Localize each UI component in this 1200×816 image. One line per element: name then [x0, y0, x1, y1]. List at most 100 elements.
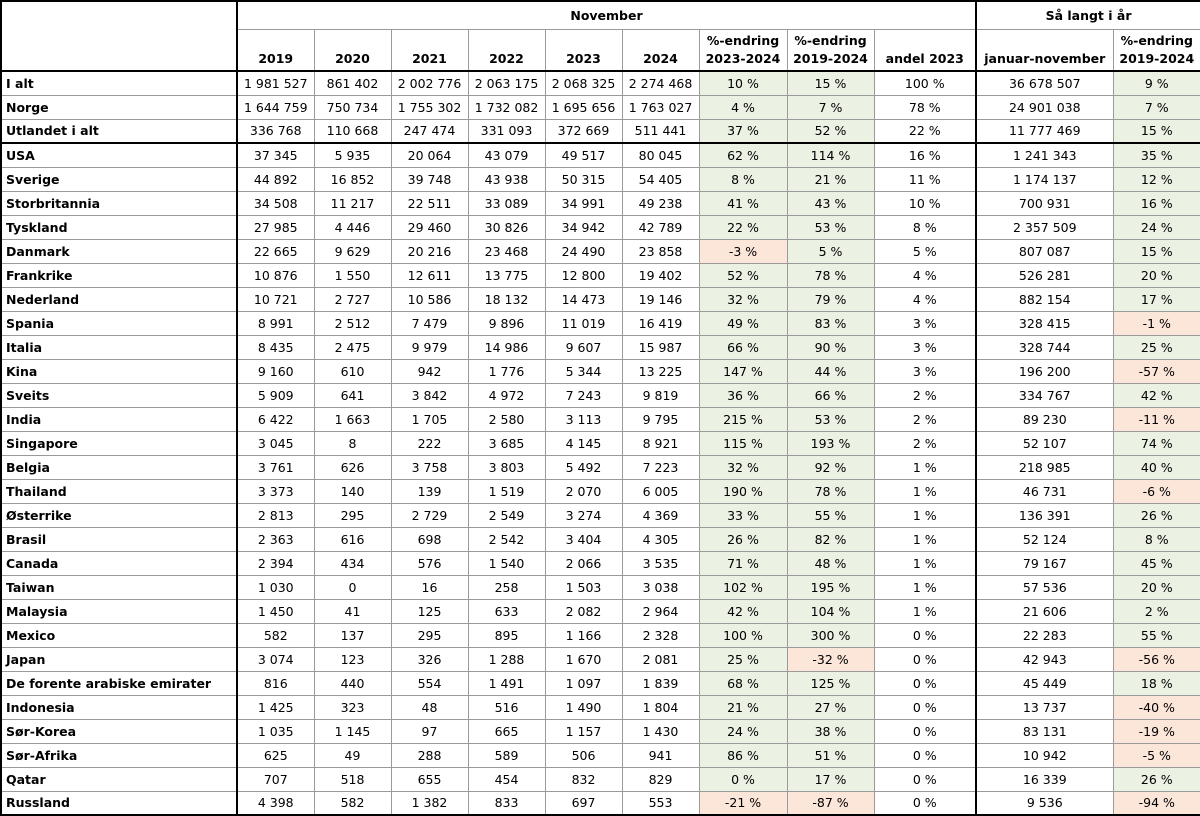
- table-cell: 2 512: [313, 310, 392, 336]
- table-cell: 4 369: [621, 502, 700, 528]
- table-cell: 1 035: [236, 718, 315, 744]
- row-label: Sør-Afrika: [0, 742, 238, 768]
- table-cell: 83 131: [975, 718, 1114, 744]
- table-cell: 139: [390, 478, 469, 504]
- table-cell: 42 789: [621, 214, 700, 240]
- row-label: Singapore: [0, 430, 238, 456]
- table-cell: 750 734: [313, 94, 392, 120]
- table-cell: 110 668: [313, 118, 392, 144]
- table-cell: 582: [236, 622, 315, 648]
- table-cell: 1 430: [621, 718, 700, 744]
- table-cell: -1 %: [1112, 310, 1200, 336]
- table-cell: 454: [467, 766, 546, 792]
- row-label: Utlandet i alt: [0, 118, 238, 144]
- row-label: Belgia: [0, 454, 238, 480]
- table-cell: 57 536: [975, 574, 1114, 600]
- table-cell: -3 %: [698, 238, 788, 264]
- table-cell: 2 542: [467, 526, 546, 552]
- table-cell: 21 606: [975, 598, 1114, 624]
- table-cell: 5 909: [236, 382, 315, 408]
- table-cell: 25 %: [698, 646, 788, 672]
- table-cell: 27 %: [786, 694, 875, 720]
- row-label: Nederland: [0, 286, 238, 312]
- table-cell: 1 519: [467, 478, 546, 504]
- table-cell: 11 019: [544, 310, 623, 336]
- table-cell: 20 %: [1112, 574, 1200, 600]
- table-cell: 10 586: [390, 286, 469, 312]
- table-cell: 86 %: [698, 742, 788, 768]
- table-cell: 24 %: [1112, 214, 1200, 240]
- table-cell: 43 938: [467, 166, 546, 192]
- table-cell: 553: [621, 790, 700, 816]
- table-cell: 100 %: [698, 622, 788, 648]
- table-cell: 4 972: [467, 382, 546, 408]
- table-cell: 3 761: [236, 454, 315, 480]
- table-cell: 8 %: [1112, 526, 1200, 552]
- table-cell: 1 550: [313, 262, 392, 288]
- table-cell: 610: [313, 358, 392, 384]
- table-cell: 4 %: [873, 262, 977, 288]
- table-row: Norge 1 644 759 750 734 1 755 302 1 732 082 1…: [0, 94, 1200, 120]
- column-header: januar-november: [975, 28, 1114, 72]
- table-cell: 79 167: [975, 550, 1114, 576]
- table-cell: 50 315: [544, 166, 623, 192]
- column-header: 2024: [621, 28, 700, 72]
- table-cell: 147 %: [698, 358, 788, 384]
- table-cell: 41 %: [698, 190, 788, 216]
- table-row: Japan 3 074 123 326 1 288 1 670 2 081 25 % -32 %…: [0, 646, 1200, 672]
- table-cell: 34 942: [544, 214, 623, 240]
- column-header: 2020: [313, 28, 392, 72]
- table-row: Indonesia 1 425 323 48 516 1 490 1 804 21 % 27 %…: [0, 694, 1200, 720]
- table-cell: 16 419: [621, 310, 700, 336]
- corner-cell: [0, 0, 238, 72]
- table-cell: 136 391: [975, 502, 1114, 528]
- row-label: Indonesia: [0, 694, 238, 720]
- table-cell: 9 607: [544, 334, 623, 360]
- row-label: Sveits: [0, 382, 238, 408]
- table-cell: 4 446: [313, 214, 392, 240]
- table-cell: 24 901 038: [975, 94, 1114, 120]
- table-cell: 3 %: [873, 310, 977, 336]
- table-cell: 53 %: [786, 406, 875, 432]
- table-cell: 8 921: [621, 430, 700, 456]
- table-cell: 16 339: [975, 766, 1114, 792]
- table-row: Storbritannia 34 508 11 217 22 511 33 089 34 …: [0, 190, 1200, 216]
- table-cell: 8 %: [698, 166, 788, 192]
- table-cell: 92 %: [786, 454, 875, 480]
- table-cell: 3 274: [544, 502, 623, 528]
- table-cell: 0: [313, 574, 392, 600]
- table-cell: 74 %: [1112, 430, 1200, 456]
- table-row: Sveits 5 909 641 3 842 4 972 7 243 9 819 36 % 66…: [0, 382, 1200, 408]
- table-cell: 434: [313, 550, 392, 576]
- table-cell: 833: [467, 790, 546, 816]
- table-cell: 258: [467, 574, 546, 600]
- table-cell: 19 402: [621, 262, 700, 288]
- table-cell: 42 %: [698, 598, 788, 624]
- table-cell: 5 344: [544, 358, 623, 384]
- table-cell: 247 474: [390, 118, 469, 144]
- column-header-line: andel 2023: [885, 51, 964, 66]
- table-cell: 1 490: [544, 694, 623, 720]
- table-cell: 20 064: [390, 142, 469, 168]
- table-cell: 49 517: [544, 142, 623, 168]
- table-cell: 16 %: [1112, 190, 1200, 216]
- table-cell: 1 174 137: [975, 166, 1114, 192]
- table-cell: 3 373: [236, 478, 315, 504]
- table-cell: 78 %: [786, 478, 875, 504]
- table-cell: 334 767: [975, 382, 1114, 408]
- table-cell: 62 %: [698, 142, 788, 168]
- table-cell: 3 113: [544, 406, 623, 432]
- table-cell: 1 %: [873, 550, 977, 576]
- table-cell: 9 979: [390, 334, 469, 360]
- table-cell: 9 629: [313, 238, 392, 264]
- table-cell: 1 491: [467, 670, 546, 696]
- row-label: Frankrike: [0, 262, 238, 288]
- table-cell: 3 803: [467, 454, 546, 480]
- table-cell: 15 %: [1112, 118, 1200, 144]
- table-cell: 54 405: [621, 166, 700, 192]
- table-cell: 861 402: [313, 70, 392, 96]
- column-header: 2019: [236, 28, 315, 72]
- table-cell: -21 %: [698, 790, 788, 816]
- table-cell: 300 %: [786, 622, 875, 648]
